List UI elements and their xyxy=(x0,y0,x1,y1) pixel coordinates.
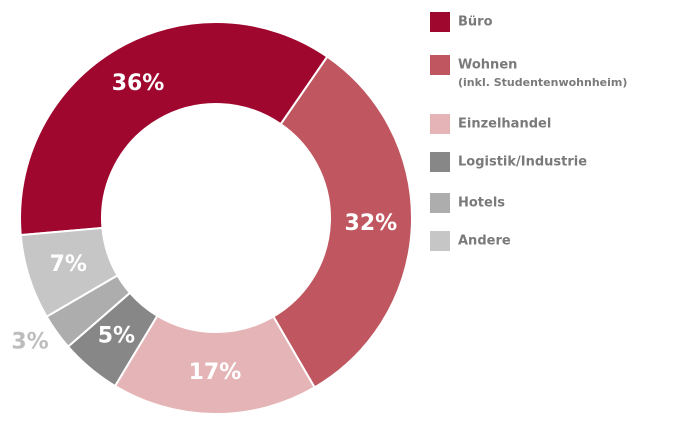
value-label: 3% xyxy=(11,330,48,355)
legend-label: Logistik/Industrie xyxy=(458,155,587,170)
value-label: 7% xyxy=(50,252,87,277)
legend-label: Büro xyxy=(458,15,493,30)
legend-label: Hotels xyxy=(458,196,505,211)
value-label: 36% xyxy=(112,71,165,96)
value-label: 5% xyxy=(98,324,135,349)
legend-swatch xyxy=(430,231,450,251)
legend-label: Andere xyxy=(458,234,511,249)
donut-segment xyxy=(271,55,413,389)
legend-swatch xyxy=(430,193,450,213)
legend-note: (inkl. Studentenwohnheim) xyxy=(458,76,627,89)
legend-swatch xyxy=(430,152,450,172)
value-label: 32% xyxy=(345,211,398,236)
legend-label: Wohnen xyxy=(458,58,517,73)
legend-swatch xyxy=(430,55,450,75)
legend-swatch xyxy=(430,114,450,134)
legend-swatch xyxy=(430,12,450,32)
value-label: 17% xyxy=(189,360,242,385)
donut-segment xyxy=(19,21,329,237)
legend-label: Einzelhandel xyxy=(458,117,551,132)
donut-segment xyxy=(19,226,119,318)
